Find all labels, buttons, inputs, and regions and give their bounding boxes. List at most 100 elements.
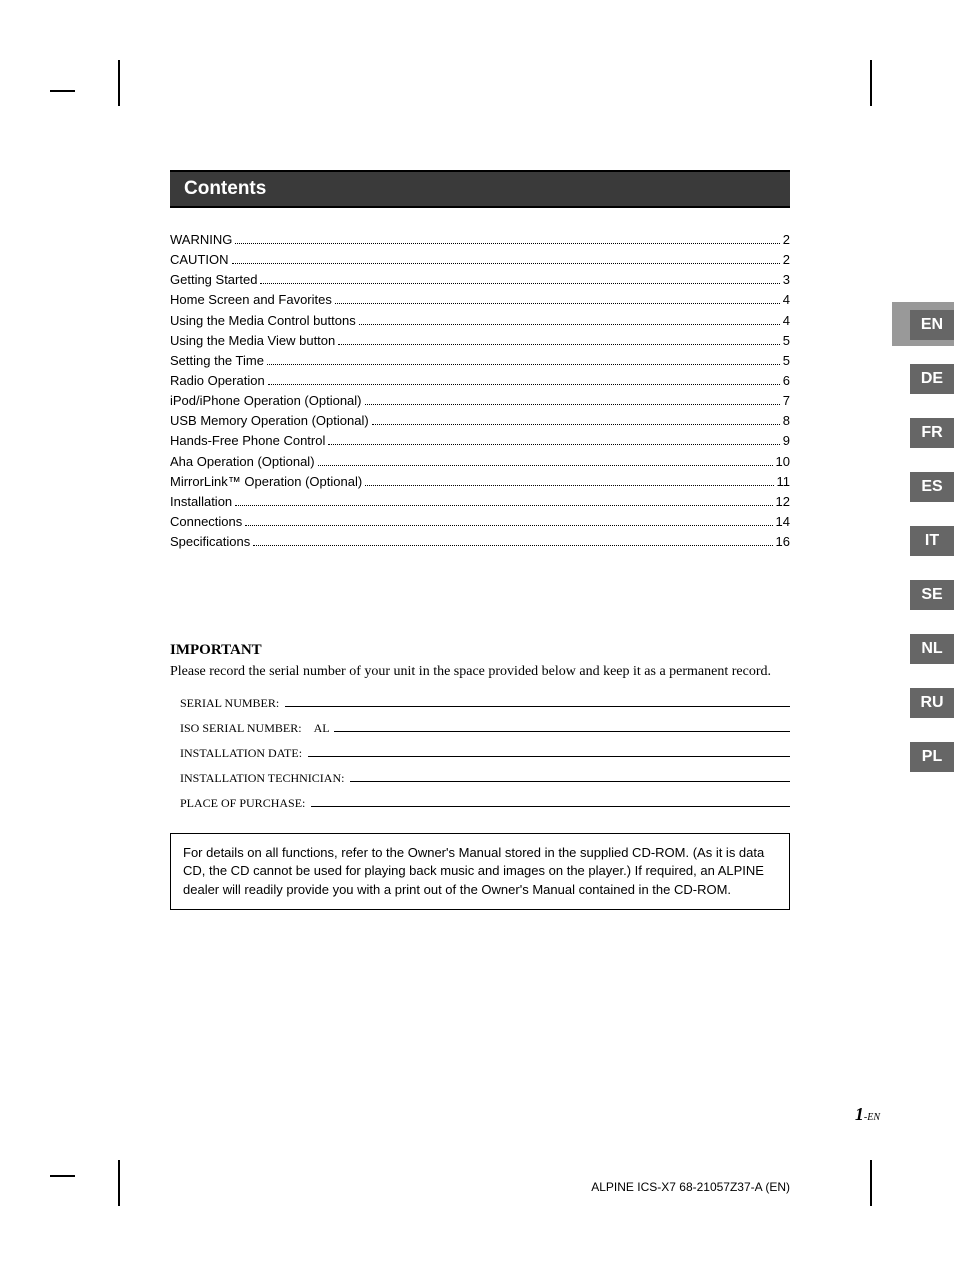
toc-leader-dots (235, 234, 779, 244)
toc-row: iPod/iPhone Operation (Optional) 7 (170, 391, 790, 411)
lang-tab-ru[interactable]: RU (910, 688, 954, 718)
toc-title: Radio Operation (170, 371, 265, 391)
toc-leader-dots (328, 435, 779, 445)
crop-mark (118, 1160, 120, 1206)
toc-page: 16 (776, 532, 790, 552)
toc-page: 3 (783, 270, 790, 290)
toc-leader-dots (232, 254, 780, 264)
toc-page: 10 (776, 452, 790, 472)
toc-page: 14 (776, 512, 790, 532)
crop-mark (870, 60, 872, 106)
toc-leader-dots (235, 495, 772, 505)
toc-title: USB Memory Operation (Optional) (170, 411, 369, 431)
page-content: Contents WARNING2CAUTION2Getting Started… (170, 170, 790, 910)
toc-page: 12 (776, 492, 790, 512)
crop-mark (870, 1160, 872, 1206)
crop-mark (50, 1175, 75, 1177)
toc-row: MirrorLink™ Operation (Optional) 11 (170, 472, 790, 492)
footer-text: ALPINE ICS-X7 68-21057Z37-A (EN) (170, 1180, 790, 1194)
toc-leader-dots (372, 415, 780, 425)
toc-row: Specifications 16 (170, 532, 790, 552)
field-blank-line (311, 796, 790, 807)
record-field-row: ISO SERIAL NUMBER: AL (180, 721, 790, 736)
toc-row: Using the Media Control buttons4 (170, 311, 790, 331)
toc-title: Specifications (170, 532, 250, 552)
toc-row: Using the Media View button 5 (170, 331, 790, 351)
toc-title: CAUTION (170, 250, 229, 270)
toc-title: Using the Media View button (170, 331, 335, 351)
toc-title: Setting the Time (170, 351, 264, 371)
toc-row: Getting Started 3 (170, 270, 790, 290)
toc-page: 11 (777, 472, 791, 492)
important-section: IMPORTANT Please record the serial numbe… (170, 642, 790, 811)
record-field-row: INSTALLATION TECHNICIAN: (180, 771, 790, 786)
lang-tab-es[interactable]: ES (910, 472, 954, 502)
toc-title: iPod/iPhone Operation (Optional) (170, 391, 362, 411)
toc-leader-dots (338, 334, 780, 344)
field-blank-line (285, 696, 790, 707)
important-heading: IMPORTANT (170, 642, 790, 659)
toc-title: WARNING (170, 230, 232, 250)
toc-row: Hands-Free Phone Control 9 (170, 431, 790, 451)
toc-leader-dots (245, 516, 772, 526)
lang-tab-se[interactable]: SE (910, 580, 954, 610)
field-blank-line (334, 721, 790, 732)
page-number: 1-EN (855, 1104, 880, 1125)
toc-leader-dots (267, 354, 780, 364)
toc-title: Hands-Free Phone Control (170, 431, 325, 451)
lang-tab-en[interactable]: EN (910, 310, 954, 340)
record-field-row: PLACE OF PURCHASE: (180, 796, 790, 811)
record-field-row: INSTALLATION DATE: (180, 746, 790, 761)
toc-row: USB Memory Operation (Optional)8 (170, 411, 790, 431)
toc-leader-dots (253, 536, 772, 546)
toc-leader-dots (318, 455, 773, 465)
cdrom-note: For details on all functions, refer to t… (170, 833, 790, 910)
language-tabs: EN DE FR ES IT SE NL RU PL (902, 310, 954, 796)
crop-mark (118, 60, 120, 106)
toc-page: 6 (783, 371, 790, 391)
toc-leader-dots (268, 375, 780, 385)
lang-tab-fr[interactable]: FR (910, 418, 954, 448)
page-num-suffix: -EN (864, 1112, 880, 1123)
toc-page: 9 (783, 431, 790, 451)
record-field-row: SERIAL NUMBER: (180, 696, 790, 711)
toc-row: Aha Operation (Optional) 10 (170, 452, 790, 472)
toc-leader-dots (365, 475, 773, 485)
toc-leader-dots (335, 294, 780, 304)
field-label: PLACE OF PURCHASE: (180, 796, 305, 811)
lang-tab-nl[interactable]: NL (910, 634, 954, 664)
toc-row: Radio Operation 6 (170, 371, 790, 391)
toc-row: Connections 14 (170, 512, 790, 532)
toc-page: 2 (783, 250, 790, 270)
table-of-contents: WARNING2CAUTION2Getting Started3Home Scr… (170, 230, 790, 552)
toc-leader-dots (365, 395, 780, 405)
toc-page: 5 (783, 351, 790, 371)
important-text: Please record the serial number of your … (170, 663, 790, 682)
toc-title: Installation (170, 492, 232, 512)
toc-title: Getting Started (170, 270, 257, 290)
toc-title: Home Screen and Favorites (170, 290, 332, 310)
contents-header: Contents (170, 170, 790, 208)
toc-row: Home Screen and Favorites 4 (170, 290, 790, 310)
toc-leader-dots (359, 314, 780, 324)
toc-row: WARNING2 (170, 230, 790, 250)
toc-title: MirrorLink™ Operation (Optional) (170, 472, 362, 492)
toc-page: 7 (783, 391, 790, 411)
toc-row: CAUTION 2 (170, 250, 790, 270)
lang-tab-it[interactable]: IT (910, 526, 954, 556)
toc-title: Connections (170, 512, 242, 532)
toc-page: 4 (783, 290, 790, 310)
field-label: SERIAL NUMBER: (180, 696, 279, 711)
field-label: ISO SERIAL NUMBER: (180, 721, 302, 736)
toc-row: Installation 12 (170, 492, 790, 512)
toc-title: Aha Operation (Optional) (170, 452, 315, 472)
lang-tab-pl[interactable]: PL (910, 742, 954, 772)
field-blank-line (350, 771, 790, 782)
lang-tab-de[interactable]: DE (910, 364, 954, 394)
toc-page: 4 (783, 311, 790, 331)
crop-mark (50, 90, 75, 92)
field-label: INSTALLATION DATE: (180, 746, 302, 761)
toc-page: 5 (783, 331, 790, 351)
toc-row: Setting the Time 5 (170, 351, 790, 371)
field-blank-line (308, 746, 790, 757)
